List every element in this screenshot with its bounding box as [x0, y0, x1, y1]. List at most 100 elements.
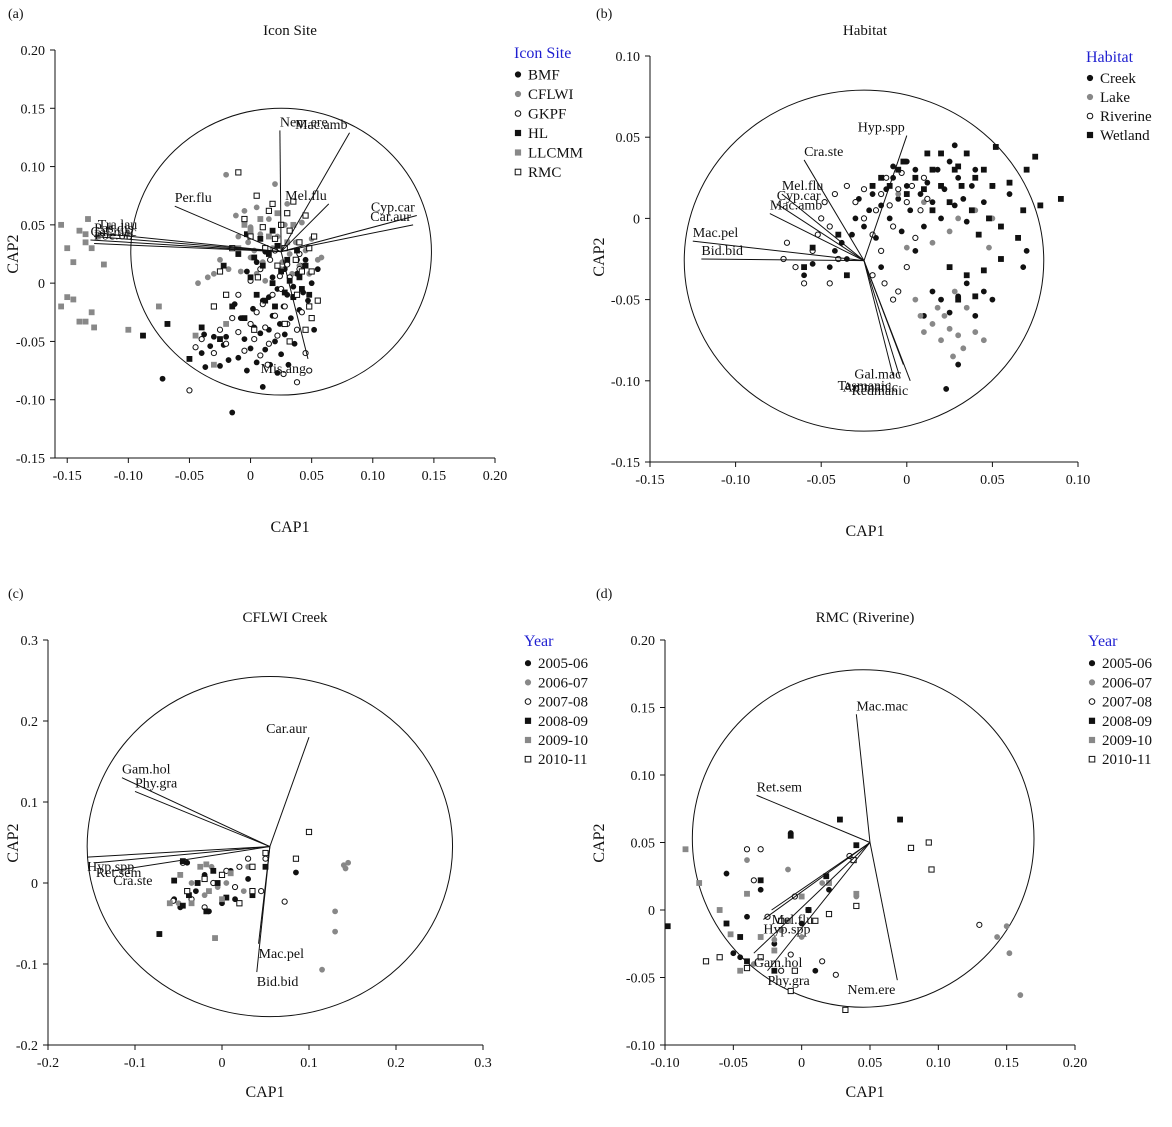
data-point	[179, 902, 186, 909]
data-point	[1006, 191, 1013, 197]
data-point	[311, 326, 318, 333]
x-tick-label: 0.05	[980, 473, 1005, 488]
legend-label: 2009-10	[1102, 733, 1152, 749]
vector-line	[855, 714, 871, 843]
data-point	[186, 387, 193, 394]
data-point	[938, 215, 944, 222]
data-point	[744, 890, 750, 897]
data-point	[281, 289, 288, 296]
data-point	[271, 235, 279, 242]
legend-title: Habitat	[1086, 49, 1134, 66]
data-point	[869, 191, 876, 197]
data-point	[198, 335, 205, 343]
vector-line	[767, 842, 871, 972]
data-point	[231, 883, 239, 891]
data-point	[249, 888, 256, 895]
data-point	[878, 190, 885, 198]
data-point	[253, 192, 260, 199]
data-point	[849, 231, 855, 238]
data-point	[202, 364, 209, 370]
data-point	[274, 332, 281, 339]
data-point	[929, 207, 936, 214]
data-point	[217, 256, 223, 263]
vector-label: Nem.ere	[280, 115, 328, 130]
legend-label: BMF	[528, 68, 560, 84]
data-point	[70, 259, 77, 266]
data-point	[292, 855, 300, 862]
vector-label: Cal.mac	[90, 225, 136, 240]
data-point	[853, 842, 860, 849]
data-point	[298, 268, 305, 275]
data-point	[723, 920, 730, 927]
y-tick-label: 0.20	[21, 44, 46, 59]
data-point	[210, 867, 217, 874]
legend-marker	[1086, 74, 1094, 82]
x-tick-label: 0.20	[1063, 1056, 1088, 1071]
x-tick-label: 0.15	[422, 469, 447, 484]
data-point	[296, 274, 303, 281]
vector-line	[94, 236, 282, 253]
vector-label: Hyp.spp	[858, 121, 905, 136]
x-tick-label: 0.10	[361, 469, 386, 484]
data-point	[1037, 202, 1044, 209]
data-point	[812, 917, 819, 924]
y-tick-label: 0.10	[21, 161, 46, 176]
data-point	[898, 228, 905, 235]
vector-label: Tasmanic	[838, 379, 891, 394]
data-point	[866, 207, 873, 214]
legend-marker	[1086, 131, 1094, 139]
data-point	[1020, 264, 1027, 271]
data-point	[280, 370, 287, 378]
data-point	[194, 880, 201, 886]
data-point	[929, 288, 936, 295]
data-point	[58, 221, 65, 228]
x-tick-label: 0	[798, 1056, 805, 1071]
data-point	[267, 256, 274, 263]
data-point	[800, 280, 808, 287]
data-point	[217, 336, 223, 342]
data-point	[76, 227, 83, 234]
data-point	[305, 828, 313, 836]
vector-label: Bid.bid	[701, 244, 743, 259]
data-point	[82, 231, 89, 238]
vector-label: Per.flu	[175, 191, 212, 206]
data-point	[281, 320, 288, 328]
y-axis-label: CAP2	[591, 823, 608, 862]
data-point	[247, 274, 254, 281]
data-point	[281, 331, 288, 338]
data-point	[269, 291, 276, 298]
vector-label: Pas.dis	[94, 222, 133, 237]
data-point	[241, 221, 248, 228]
data-point	[934, 166, 941, 173]
data-point	[826, 223, 833, 230]
data-point	[247, 345, 254, 352]
data-point	[188, 900, 195, 907]
data-point	[274, 370, 281, 376]
data-point	[293, 869, 299, 876]
data-point	[243, 367, 250, 374]
data-point	[201, 875, 208, 883]
data-point	[286, 227, 293, 234]
data-point	[223, 333, 230, 340]
y-tick-label: -0.05	[611, 294, 640, 309]
data-point	[878, 264, 885, 271]
data-point	[912, 234, 919, 241]
data-point	[259, 224, 266, 231]
data-point	[125, 326, 132, 333]
legend-label: 2006-07	[1102, 675, 1152, 691]
data-point	[278, 268, 285, 275]
data-point	[757, 954, 764, 961]
y-tick-label: 0	[38, 277, 45, 292]
vector-line	[280, 251, 309, 360]
data-point	[225, 357, 232, 363]
data-point	[245, 239, 252, 246]
data-point	[912, 166, 919, 173]
data-point	[216, 268, 224, 275]
data-point	[664, 923, 671, 930]
data-point	[897, 816, 903, 823]
data-point	[837, 816, 843, 823]
legend-label: Riverine	[1100, 109, 1152, 125]
data-point	[831, 190, 838, 198]
x-tick-label: 0.05	[299, 469, 324, 484]
data-point	[798, 893, 805, 900]
